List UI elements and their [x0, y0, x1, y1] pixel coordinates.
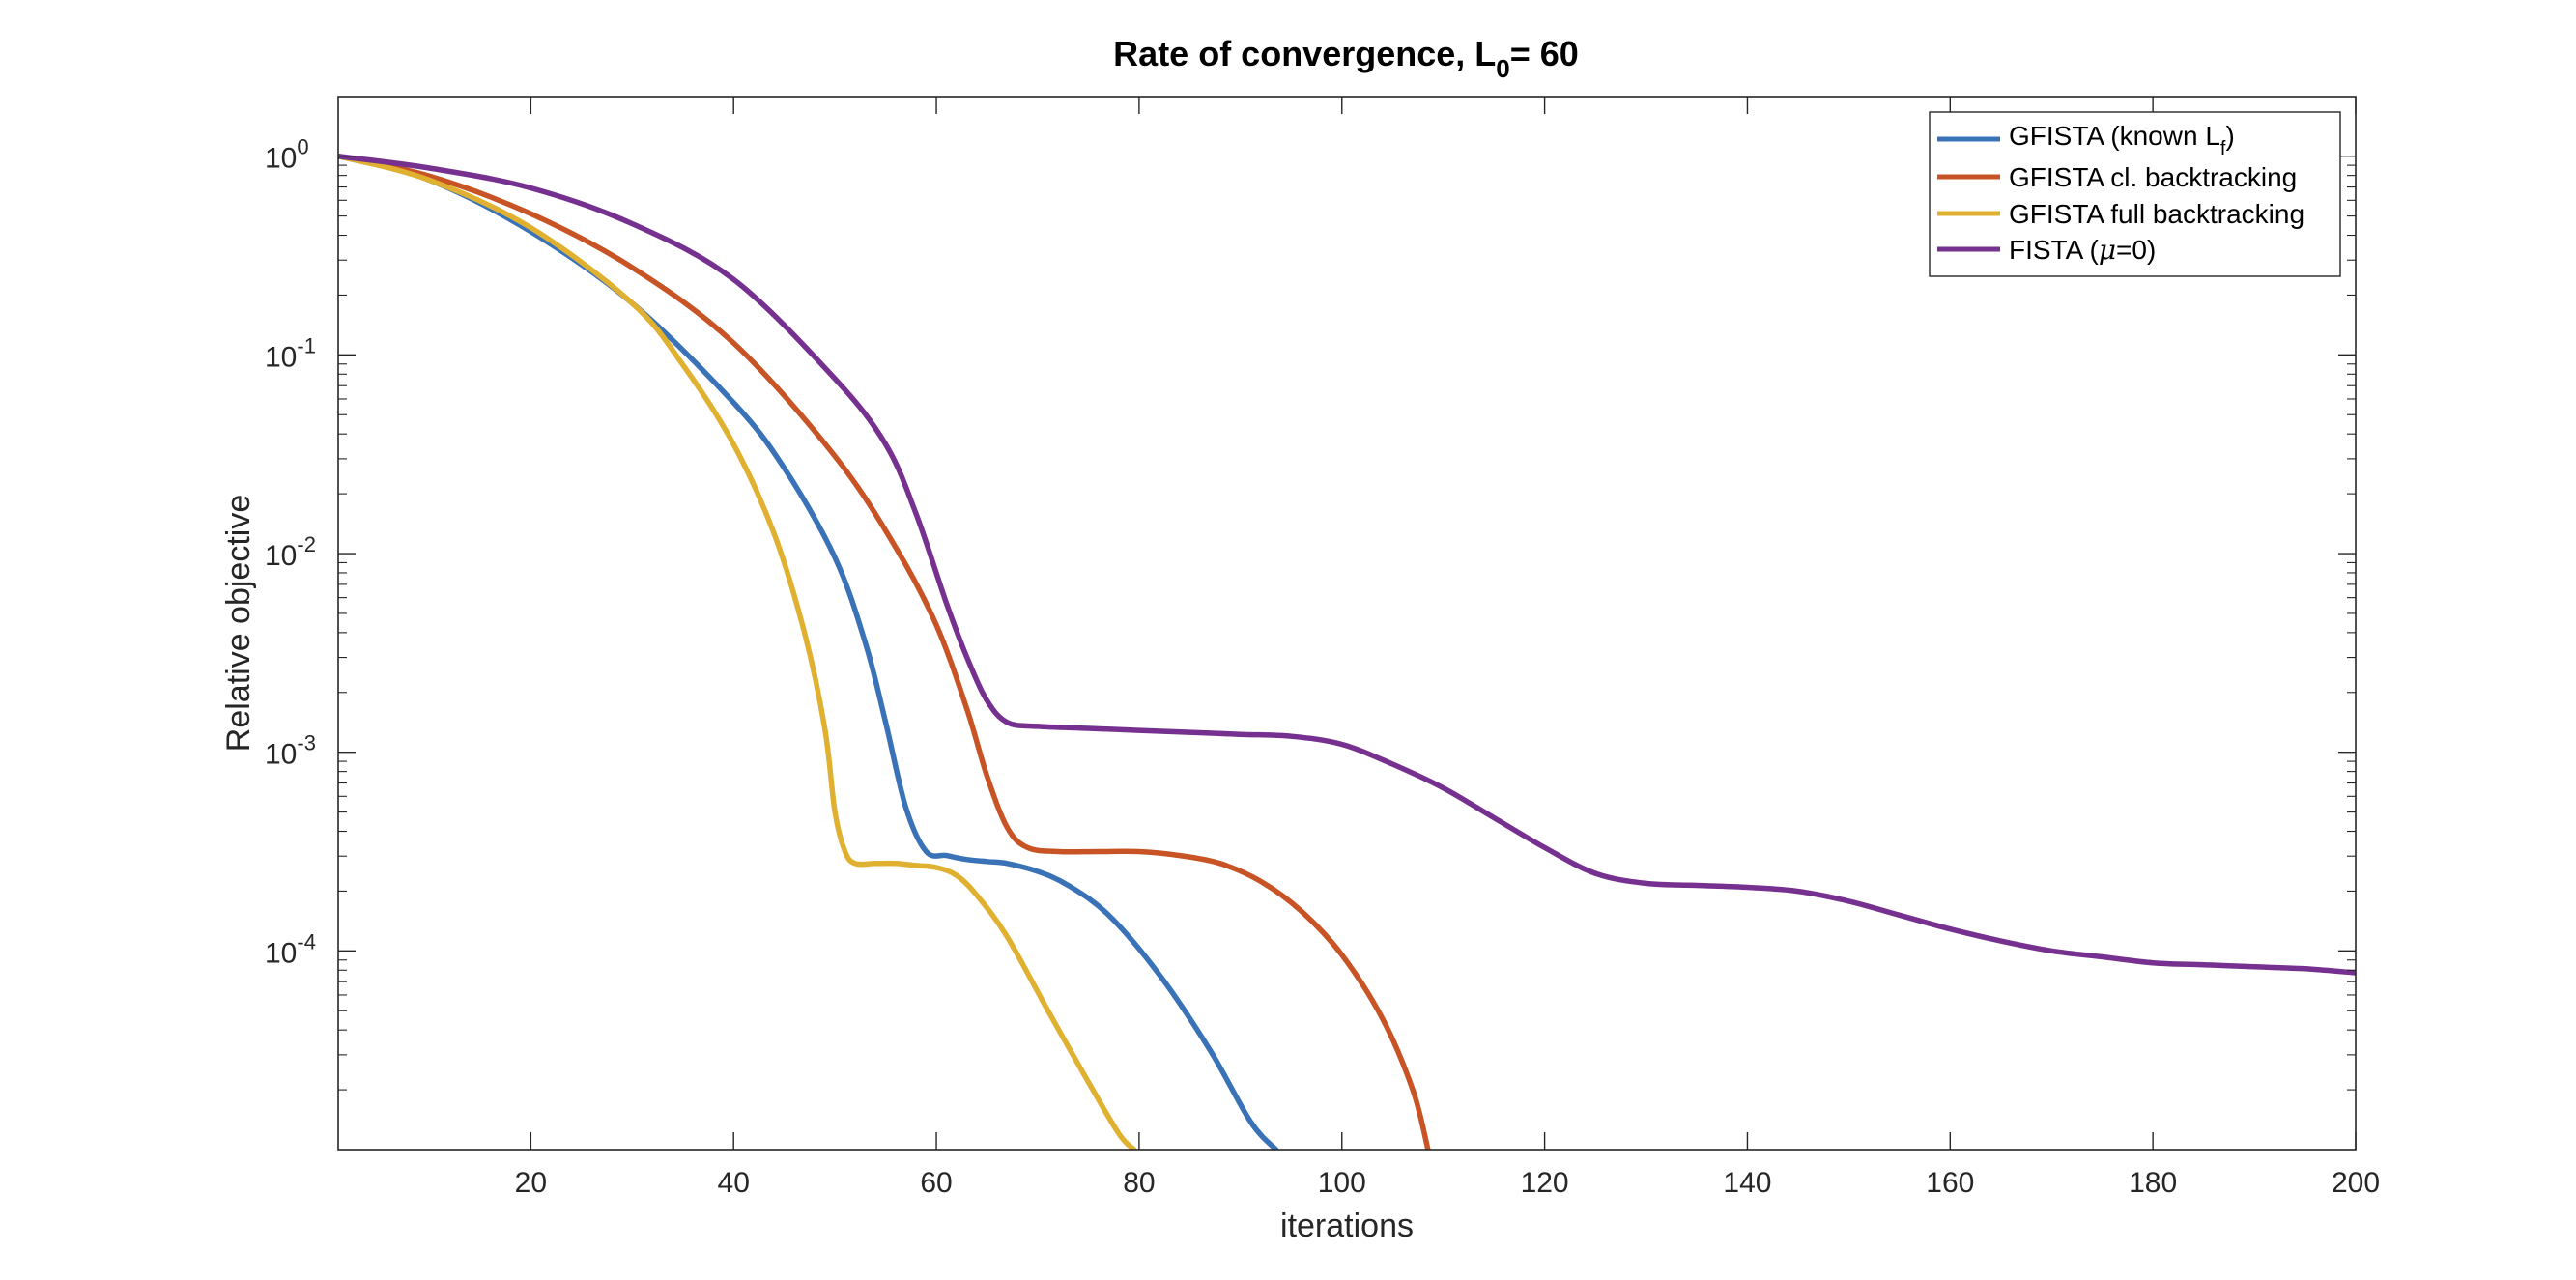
series-line-fista — [338, 153, 2356, 976]
legend-label: FISTA (μ=0) — [2009, 234, 2156, 266]
legend-entry-gfista-known: GFISTA (known Lf) — [1937, 121, 2235, 159]
x-tick-label: 80 — [1123, 1167, 1155, 1199]
y-tick-label: 10-1 — [265, 333, 316, 373]
x-tick-label: 40 — [718, 1167, 750, 1199]
x-tick-label: 120 — [1521, 1167, 1569, 1199]
series-line-gfista-full-backtracking — [338, 153, 1137, 1150]
x-axis-label: iterations — [1280, 1208, 1414, 1244]
series-line-gfista-cl-backtracking — [338, 153, 1431, 1150]
chart-title-suffix: = 60 — [1510, 34, 1579, 73]
legend-entry-gfista-full-backtracking: GFISTA full backtracking — [1937, 199, 2304, 229]
x-tick-label: 140 — [1723, 1167, 1771, 1199]
ticks-layer: 20 40 60 80 100 120 140 160 180 200 100 10-1 10-2 10-… — [265, 97, 2380, 1199]
legend-label-subscript: f — [2220, 138, 2226, 159]
x-tick-label: 60 — [920, 1167, 952, 1199]
series-layer — [338, 153, 2356, 1150]
y-tick-label: 10-4 — [265, 929, 316, 969]
x-tick-label: 100 — [1318, 1167, 1366, 1199]
plot-area: 20 40 60 80 100 120 140 160 180 200 100 10-1 10-2 10-… — [265, 96, 2380, 1199]
x-tick-label: 200 — [2332, 1167, 2380, 1199]
y-tick-label: 10-3 — [265, 731, 316, 771]
x-tick-label: 160 — [1926, 1167, 1974, 1199]
axes-box — [337, 96, 2357, 1151]
legend-label: GFISTA full backtracking — [2009, 199, 2304, 229]
legend: GFISTA (known Lf) GFISTA cl. backtrackin… — [1929, 111, 2341, 277]
chart-title: Rate of convergence, L0= 60 — [1113, 34, 1579, 83]
y-axis-label: Relative objective — [220, 495, 257, 752]
x-tick-label: 180 — [2129, 1167, 2177, 1199]
legend-label: GFISTA cl. backtracking — [2009, 162, 2297, 192]
legend-label-greek: μ — [2099, 234, 2116, 266]
x-tick-label: 20 — [515, 1167, 547, 1199]
legend-entry-gfista-cl-backtracking: GFISTA cl. backtracking — [1937, 162, 2297, 192]
y-tick-label: 10-2 — [265, 532, 316, 572]
chart-title-subscript: 0 — [1496, 54, 1509, 83]
y-tick-label: 100 — [265, 135, 309, 175]
legend-entry-fista: FISTA (μ=0) — [1937, 234, 2156, 266]
legend-label: GFISTA (known Lf) — [2009, 121, 2235, 159]
